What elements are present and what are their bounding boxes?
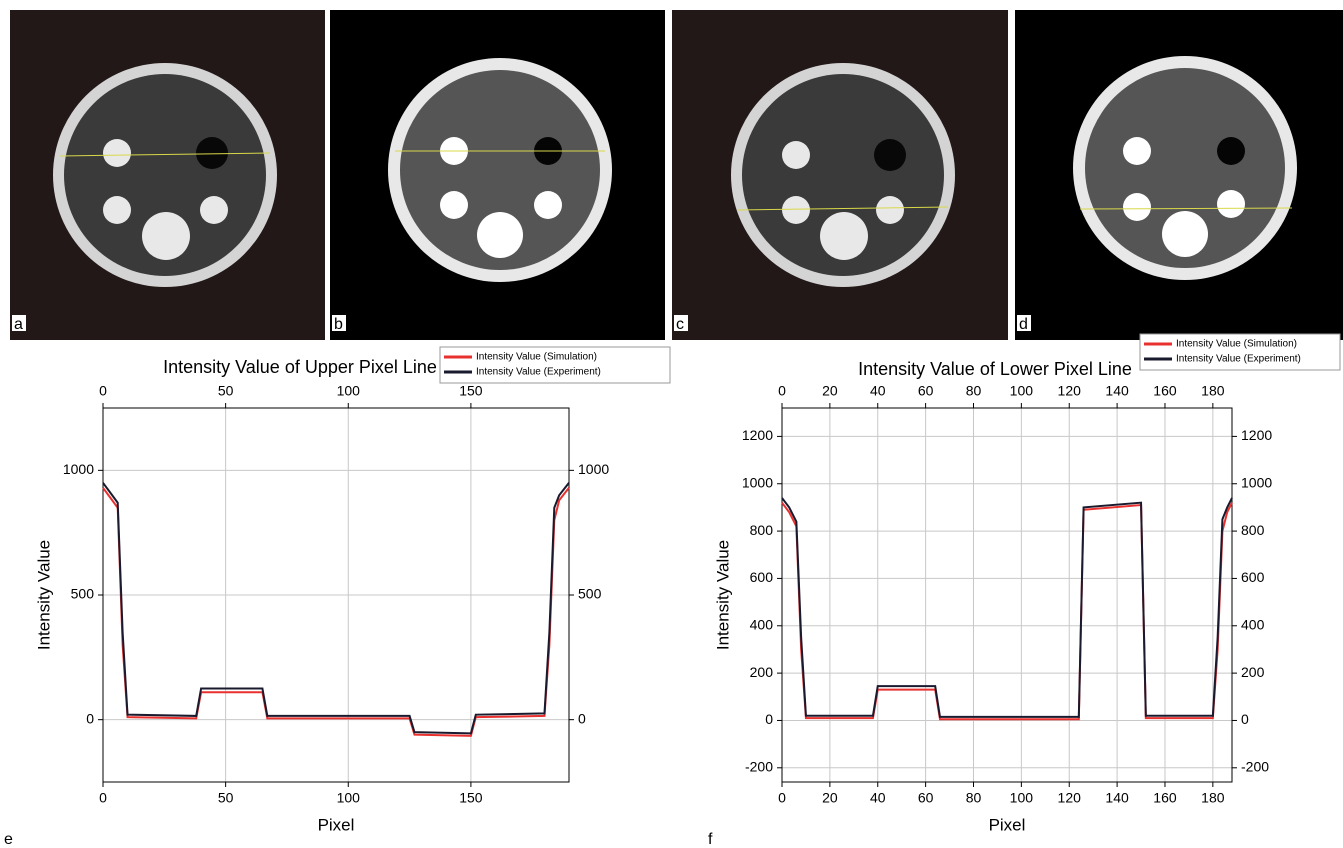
series-line	[781, 497, 1233, 718]
ct-image-a	[10, 10, 325, 340]
x-top-tick-label: 40	[870, 383, 886, 399]
chart-title: Intensity Value of Lower Pixel Line	[858, 359, 1132, 379]
y-right-tick-label: 800	[1241, 522, 1265, 538]
legend-label: Intensity Value (Experiment)	[476, 367, 601, 378]
x-tick-label: 20	[822, 790, 838, 806]
ct-image-b	[330, 10, 665, 340]
y-right-tick-label: 0	[1241, 711, 1249, 727]
ct-image-c	[672, 10, 1008, 340]
legend-label: Intensity Value (Experiment)	[1176, 354, 1301, 365]
legend-box	[439, 346, 671, 384]
plot-frame	[781, 407, 1233, 783]
x-top-tick-label: 100	[1010, 383, 1034, 399]
x-tick-label: 150	[459, 790, 483, 806]
series-line	[102, 487, 570, 737]
y-tick-label: 1000	[742, 474, 773, 490]
x-tick-label: 180	[1201, 790, 1225, 806]
x-axis-label: Pixel	[318, 815, 355, 834]
y-right-tick-label: -200	[1241, 759, 1269, 775]
x-tick-label: 80	[966, 790, 982, 806]
panel-label: d	[1019, 316, 1028, 333]
x-tick-label: 140	[1105, 790, 1129, 806]
panel-label-box	[12, 315, 26, 331]
y-tick-label: 1000	[63, 461, 94, 477]
y-tick-label: -200	[745, 759, 773, 775]
x-top-tick-label: 0	[778, 383, 786, 399]
y-right-tick-label: 500	[578, 586, 602, 602]
x-top-tick-label: 160	[1153, 383, 1177, 399]
panel-label: e	[4, 831, 13, 848]
panel-label: f	[708, 831, 713, 848]
x-top-tick-label: 20	[822, 383, 838, 399]
x-top-tick-label: 100	[337, 383, 361, 399]
x-top-tick-label: 150	[459, 383, 483, 399]
legend-box	[1139, 333, 1341, 371]
y-tick-label: 0	[86, 710, 94, 726]
y-right-tick-label: 1000	[578, 461, 609, 477]
chart-title: Intensity Value of Upper Pixel Line	[163, 357, 437, 377]
panel-label-box	[332, 315, 346, 331]
panel-label: a	[14, 316, 23, 333]
y-right-tick-label: 200	[1241, 664, 1265, 680]
x-top-tick-label: 80	[966, 383, 982, 399]
x-tick-label: 160	[1153, 790, 1177, 806]
y-tick-label: 200	[750, 664, 774, 680]
x-tick-label: 0	[99, 790, 107, 806]
x-top-tick-label: 140	[1105, 383, 1129, 399]
x-tick-label: 100	[337, 790, 361, 806]
plot-frame	[102, 407, 570, 783]
x-top-tick-label: 50	[218, 383, 234, 399]
y-tick-label: 800	[750, 522, 774, 538]
x-tick-label: 40	[870, 790, 886, 806]
legend-label: Intensity Value (Simulation)	[1176, 339, 1297, 350]
panel-label-box	[674, 315, 688, 331]
x-tick-label: 60	[918, 790, 934, 806]
y-right-tick-label: 1000	[1241, 474, 1272, 490]
x-top-tick-label: 60	[918, 383, 934, 399]
x-axis-label: Pixel	[989, 815, 1026, 834]
x-tick-label: 50	[218, 790, 234, 806]
panel-label: c	[676, 316, 684, 333]
legend-label: Intensity Value (Simulation)	[476, 352, 597, 363]
x-tick-label: 120	[1058, 790, 1082, 806]
y-tick-label: 1200	[742, 427, 773, 443]
y-tick-label: 500	[71, 586, 95, 602]
x-top-tick-label: 180	[1201, 383, 1225, 399]
x-top-tick-label: 120	[1058, 383, 1082, 399]
ct-image-d	[1015, 10, 1343, 340]
x-top-tick-label: 0	[99, 383, 107, 399]
panel-label-box	[1017, 315, 1031, 331]
y-tick-label: 0	[765, 711, 773, 727]
y-right-tick-label: 0	[578, 710, 586, 726]
series-line	[102, 482, 570, 735]
y-tick-label: 600	[750, 569, 774, 585]
y-right-tick-label: 1200	[1241, 427, 1272, 443]
y-tick-label: 400	[750, 616, 774, 632]
x-tick-label: 0	[778, 790, 786, 806]
y-right-tick-label: 400	[1241, 616, 1265, 632]
y-axis-label: Intensity Value	[713, 540, 732, 650]
x-tick-label: 100	[1010, 790, 1034, 806]
y-right-tick-label: 600	[1241, 569, 1265, 585]
y-axis-label: Intensity Value	[34, 540, 53, 650]
panel-label: b	[334, 316, 343, 333]
